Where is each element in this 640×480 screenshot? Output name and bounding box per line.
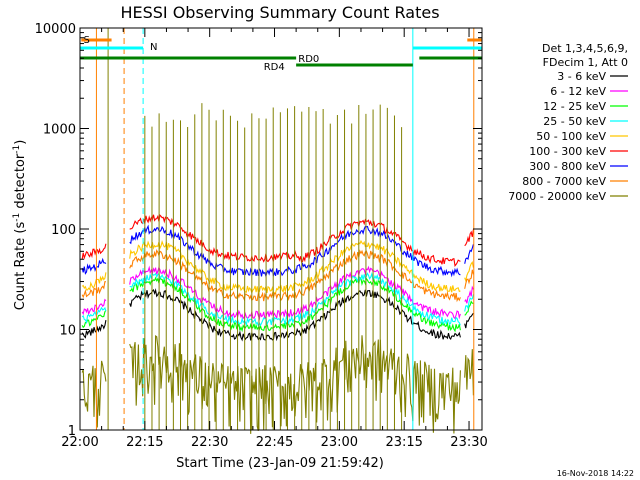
legend-label-3: 12 - 25 keV	[543, 100, 606, 113]
series-7-segment-1	[81, 257, 107, 275]
chart-title: HESSI Observing Summary Count Rates	[120, 3, 439, 22]
legend: Det 1,3,4,5,6,9,FDecim 1, Att 03 - 6 keV…	[508, 42, 628, 203]
night-label: N	[150, 42, 157, 53]
footer-date: 16-Nov-2018 14:22	[557, 469, 634, 478]
y-label-exp1: -1	[12, 213, 22, 222]
x-tick-label-6: 23:15	[385, 435, 422, 450]
legend-header-1: Det 1,3,4,5,6,9,	[542, 42, 628, 55]
spike-group	[144, 103, 403, 430]
legend-label-5: 50 - 100 keV	[536, 130, 606, 143]
series-4-segment-1	[81, 306, 107, 325]
x-tick-label-4: 22:45	[256, 435, 293, 450]
y-tick-label-2: 10	[59, 324, 76, 339]
series-9	[81, 335, 474, 434]
series-8-segment-3	[464, 269, 474, 289]
data-layer	[81, 103, 474, 434]
y-label-exp2: -1	[12, 145, 22, 154]
series-2-segment-1	[81, 298, 107, 316]
y-tick-label-3: 100	[51, 223, 76, 238]
legend-label-9: 7000 - 20000 keV	[508, 190, 606, 203]
plot-frame	[79, 27, 483, 431]
series-8-segment-1	[81, 281, 106, 299]
series-6-segment-3	[464, 229, 474, 247]
series-2-segment-3	[464, 285, 474, 304]
axes-layer: 22:00 22:15 22:30 22:45 23:00 23:15 23:30 1 10 10…	[35, 22, 488, 450]
y-tick-label-1: 1	[68, 424, 76, 439]
series-4-segment-3	[464, 294, 474, 312]
rd4-label: RD4	[264, 62, 285, 73]
legend-label-6: 100 - 300 keV	[529, 145, 606, 158]
x-tick-label-1: 22:00	[61, 435, 98, 450]
series-1-segment-3	[464, 312, 474, 329]
y-axis-label: Count Rate (s-1 detector-1)	[12, 140, 28, 311]
series-5-segment-1	[81, 272, 107, 291]
rd0-label: RD0	[298, 54, 319, 65]
series-9-segment-1	[81, 360, 107, 428]
legend-label-7: 300 - 800 keV	[529, 160, 606, 173]
series-5-segment-3	[464, 260, 474, 283]
y-tick-label-4: 1000	[43, 123, 76, 138]
series-2	[81, 265, 474, 321]
legend-label-8: 800 - 7000 keV	[522, 175, 606, 188]
x-axis-label: Start Time (23-Jan-09 21:59:42)	[176, 456, 384, 471]
legend-label-2: 6 - 12 keV	[550, 85, 606, 98]
flag-layer: S N RD0 RD4	[79, 28, 483, 430]
series-3-segment-3	[464, 300, 474, 316]
series-9-segment-3	[464, 349, 474, 396]
series-7-segment-3	[464, 244, 474, 264]
series-1-segment-1	[81, 319, 107, 339]
legend-header-2: FDecim 1, Att 0	[543, 56, 628, 69]
y-label-mid: detector	[13, 153, 28, 213]
y-label-end: )	[13, 140, 28, 145]
y-tick-label-5: 10000	[35, 22, 76, 37]
series-6-segment-1	[81, 243, 107, 260]
y-label-main: Count Rate (s	[13, 222, 28, 311]
x-tick-label-2: 22:15	[126, 435, 163, 450]
legend-label-4: 25 - 50 keV	[543, 115, 606, 128]
x-tick-label-3: 22:30	[191, 435, 228, 450]
saa-label: S	[83, 35, 89, 46]
x-tick-label-7: 23:30	[450, 435, 487, 450]
x-tick-label-5: 23:00	[321, 435, 358, 450]
legend-label-1: 3 - 6 keV	[557, 70, 606, 83]
